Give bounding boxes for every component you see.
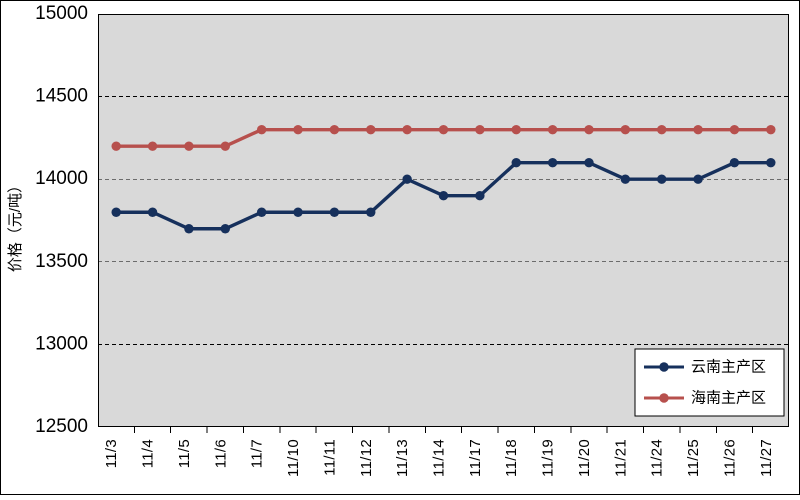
svg-text:13500: 13500	[35, 251, 88, 272]
svg-text:14500: 14500	[35, 86, 88, 107]
svg-text:13000: 13000	[35, 333, 88, 354]
svg-text:11/27: 11/27	[758, 439, 775, 477]
svg-text:11/4: 11/4	[140, 439, 157, 468]
svg-text:11/3: 11/3	[103, 439, 120, 468]
svg-text:11/13: 11/13	[394, 439, 411, 477]
svg-text:11/21: 11/21	[612, 439, 629, 477]
svg-text:11/26: 11/26	[721, 439, 738, 477]
svg-text:11/24: 11/24	[649, 439, 666, 477]
svg-text:11/10: 11/10	[285, 439, 302, 477]
svg-text:14000: 14000	[35, 168, 88, 189]
svg-text:海南主产区: 海南主产区	[691, 390, 766, 407]
svg-text:11/17: 11/17	[467, 439, 484, 477]
svg-text:12500: 12500	[35, 416, 88, 437]
svg-text:15000: 15000	[35, 3, 88, 24]
svg-text:云南主产区: 云南主产区	[691, 359, 766, 376]
svg-text:11/5: 11/5	[176, 439, 193, 468]
svg-text:11/18: 11/18	[503, 439, 520, 477]
svg-text:11/12: 11/12	[358, 439, 375, 477]
svg-text:11/20: 11/20	[576, 439, 593, 477]
svg-text:11/14: 11/14	[431, 439, 448, 477]
svg-text:11/7: 11/7	[249, 439, 266, 468]
svg-text:价格（元/吨）: 价格（元/吨）	[7, 178, 24, 272]
svg-text:11/25: 11/25	[685, 439, 702, 477]
svg-text:11/11: 11/11	[321, 439, 338, 476]
svg-text:11/6: 11/6	[212, 439, 229, 468]
svg-text:11/19: 11/19	[540, 439, 557, 477]
